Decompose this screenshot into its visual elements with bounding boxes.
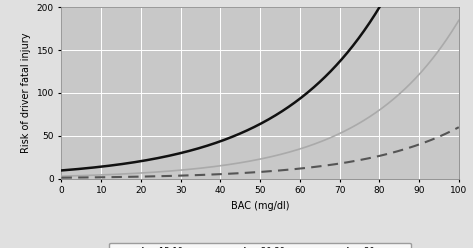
Legend: Age 15-19 years, Age 20-29 years, Age 30+ years: Age 15-19 years, Age 20-29 years, Age 30… bbox=[109, 243, 411, 248]
X-axis label: BAC (mg/dl): BAC (mg/dl) bbox=[231, 201, 289, 211]
Y-axis label: Risk of driver fatal injury: Risk of driver fatal injury bbox=[21, 33, 31, 153]
